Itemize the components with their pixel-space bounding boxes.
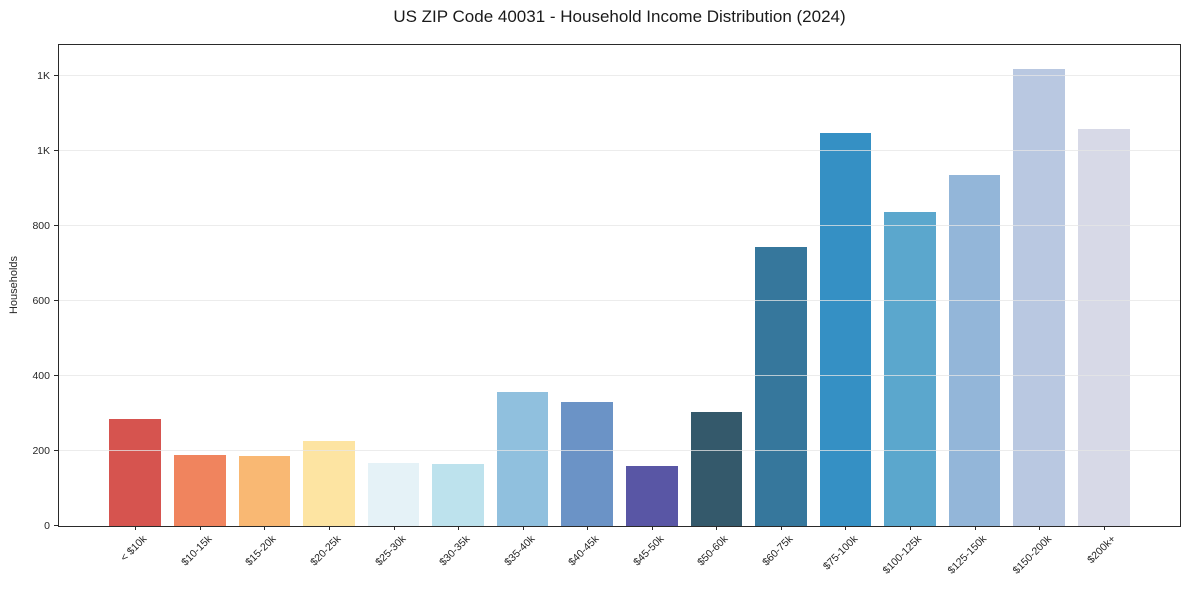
y-tick-label: 1K — [37, 145, 50, 158]
x-tick-label: $150-200k — [1010, 533, 1054, 577]
bar-slot: $25-30k — [361, 45, 426, 568]
y-tick-label: 600 — [32, 295, 50, 308]
x-tick-label: $60-75k — [760, 533, 796, 569]
bar-slot: $150-200k — [1007, 45, 1072, 577]
bar-slot: $10-15k — [168, 45, 233, 568]
bar-10k — [109, 419, 162, 526]
x-tick-label: $100-125k — [880, 533, 925, 577]
chart-title: US ZIP Code 40031 - Household Income Dis… — [393, 7, 846, 26]
bar-30-35k — [432, 464, 484, 526]
x-tick-mark — [393, 526, 395, 530]
x-tick-mark — [716, 526, 718, 530]
y-tick-label: 400 — [32, 370, 50, 383]
bar-slot: $125-150k — [942, 45, 1007, 577]
bar-slot: $75-100k — [813, 45, 878, 572]
x-tick-label: $45-50k — [630, 533, 667, 569]
x-tick-mark — [199, 526, 201, 530]
x-tick-mark — [651, 526, 653, 530]
bar-slot: $50-60k — [684, 45, 749, 568]
bar-slot: < $10k — [103, 45, 168, 564]
y-tick-label: 0 — [44, 520, 50, 532]
bar-100-125k — [884, 212, 936, 526]
bar-slot: $30-35k — [426, 45, 491, 568]
x-tick-label: $35-40k — [501, 533, 538, 569]
x-tick-mark — [780, 526, 782, 530]
x-tick-label: < $10k — [118, 533, 150, 564]
bar-slot: $40-45k — [555, 45, 620, 568]
x-tick-label: $20-25k — [308, 533, 344, 569]
x-tick-mark — [328, 526, 330, 530]
y-tick-label: 800 — [32, 220, 50, 233]
x-tick-label: $50-60k — [695, 533, 731, 569]
x-tick-mark — [974, 526, 976, 530]
bars-container: < $10k $10-15k $15-20k $20-25k $25-30k $30-35… — [59, 45, 1180, 577]
bar-150-200k — [1013, 69, 1065, 526]
x-tick-mark — [458, 526, 460, 530]
x-tick-mark — [264, 526, 266, 530]
bar-15-20k — [238, 455, 291, 526]
x-tick-mark — [1039, 526, 1041, 530]
bar-60-75k — [755, 247, 807, 526]
x-tick-label: $40-45k — [566, 533, 602, 569]
bar-125-150k — [948, 175, 1001, 526]
bar-slot: $35-40k — [490, 45, 555, 568]
x-tick-mark — [135, 526, 137, 530]
bar-slot: $20-25k — [297, 45, 362, 568]
x-tick-mark — [522, 526, 524, 530]
x-tick-mark — [1103, 526, 1105, 530]
x-tick-label: $125-150k — [945, 533, 990, 577]
x-tick-label: $75-100k — [820, 533, 860, 573]
y-tick-label: 1K — [37, 70, 50, 83]
bar-slot: $60-75k — [749, 45, 814, 568]
x-tick-label: $200k+ — [1085, 533, 1119, 567]
bar-50-60k — [690, 411, 743, 526]
bar-75-100k — [819, 132, 872, 526]
bar-slot: $100-125k — [878, 45, 943, 577]
x-tick-label: $10-15k — [179, 533, 215, 569]
x-tick-label: $25-30k — [372, 533, 409, 569]
x-tick-label: $30-35k — [437, 533, 473, 569]
bar-200k — [1077, 128, 1130, 526]
x-tick-label: $15-20k — [243, 533, 279, 569]
x-tick-mark — [910, 526, 912, 530]
x-tick-mark — [587, 526, 589, 530]
bar-25-30k — [367, 463, 420, 526]
plot-area: < $10k $10-15k $15-20k $20-25k $25-30k $30-35… — [32, 44, 1181, 577]
bar-10-15k — [174, 454, 226, 526]
bar-slot: $15-20k — [232, 45, 297, 568]
bar-45-50k — [625, 466, 678, 526]
bar-40-45k — [561, 402, 614, 526]
bar-20-25k — [303, 440, 355, 526]
x-tick-mark — [845, 526, 847, 530]
bar-slot: $45-50k — [620, 45, 685, 568]
y-tick-label: 200 — [32, 445, 50, 458]
bar-slot: $200k+ — [1071, 45, 1136, 566]
bar-35-40k — [496, 392, 549, 526]
y-axis-label: Households — [8, 255, 20, 315]
